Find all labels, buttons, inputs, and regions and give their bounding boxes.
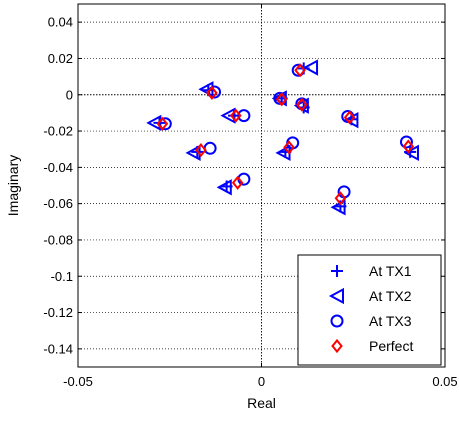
data-point: [237, 109, 251, 123]
axis-ticks: [77, 4, 446, 367]
data-point: [402, 139, 415, 154]
legend-label: At TX2: [369, 288, 412, 304]
y-tick-label: 0: [66, 87, 73, 102]
tick-labels: 0.04 0.02 0 -0.02 -0.04 -0.06 -0.08 -0.1 -0.12 -0…: [43, 15, 457, 389]
legend-label: At TX1: [369, 263, 412, 279]
data-point: [220, 107, 236, 124]
y-tick-label: -0.04: [43, 160, 73, 175]
series-perfect: [156, 63, 415, 206]
data-point: [399, 135, 413, 149]
legend-items: At TX1 At TX2 At TX3 Perfect: [328, 263, 413, 354]
data-point: [302, 59, 319, 76]
y-tick-label: -0.08: [43, 232, 73, 247]
data-point: [343, 110, 356, 125]
x-tick-label: 0: [258, 374, 265, 389]
data-point: [206, 85, 218, 101]
legend-label: Perfect: [369, 338, 413, 354]
legend-item: At TX1: [331, 263, 412, 279]
y-tick-label: 0.04: [48, 15, 73, 30]
data-point: [231, 175, 244, 190]
legend-marker: [330, 314, 344, 328]
legend-item: At TX2: [328, 287, 412, 305]
data-point: [330, 199, 346, 216]
data-point: [283, 140, 295, 155]
data-point: [334, 191, 347, 206]
y-tick-label: -0.06: [43, 196, 73, 211]
data-marks: [146, 59, 419, 216]
y-tick-label: 0.02: [48, 51, 73, 66]
data-point: [195, 143, 207, 158]
legend-label: At TX3: [369, 313, 412, 329]
x-tick-label: 0.05: [432, 374, 457, 389]
y-tick-label: -0.1: [51, 269, 73, 284]
x-tick-label: -0.05: [63, 374, 93, 389]
data-point: [216, 179, 232, 196]
data-point: [230, 108, 242, 123]
y-tick-label: -0.14: [43, 341, 73, 356]
x-axis-label: Real: [247, 395, 276, 411]
legend-box: [297, 254, 442, 366]
data-point: [343, 111, 359, 129]
legend: At TX1 At TX2 At TX3 Perfect: [297, 254, 442, 366]
data-point: [156, 116, 169, 131]
legend-marker: [328, 287, 344, 305]
y-axis-label: Imaginary: [5, 155, 21, 216]
data-point: [275, 92, 288, 107]
legend-item: Perfect: [331, 338, 413, 354]
zero-lines: [78, 4, 445, 367]
legend-marker: [331, 338, 343, 354]
y-tick-label: -0.12: [43, 305, 73, 320]
legend-marker: [331, 265, 343, 277]
data-point: [158, 117, 172, 131]
y-tick-label: -0.02: [43, 124, 73, 139]
data-point: [403, 144, 419, 162]
data-point: [294, 63, 306, 78]
legend-item: At TX3: [330, 313, 412, 329]
data-point: [296, 97, 308, 112]
